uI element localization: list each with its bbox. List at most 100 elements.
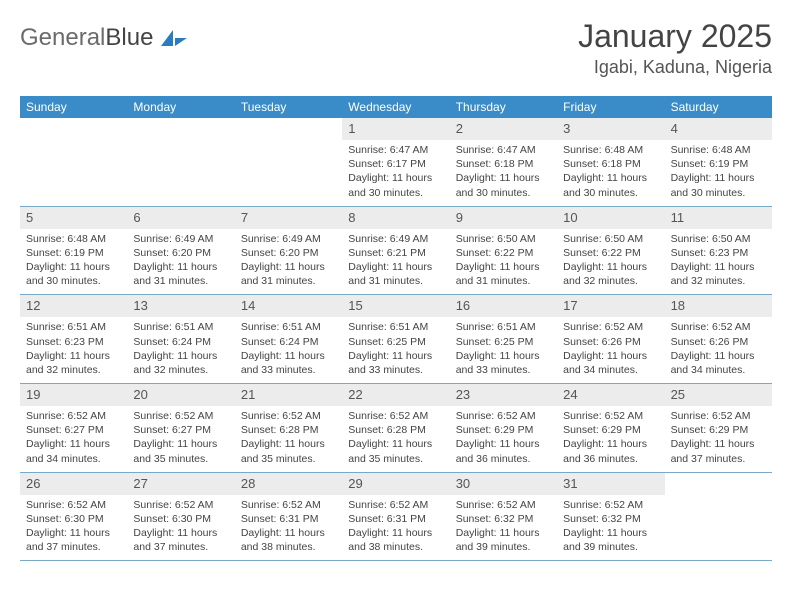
daynum-row bbox=[665, 473, 772, 495]
calendar-cell: 5 Sunrise: 6:48 AMSunset: 6:19 PMDaylight… bbox=[20, 207, 127, 296]
day-number: 21 bbox=[241, 387, 255, 402]
daynum-row: 11 bbox=[665, 207, 772, 229]
daylight-line: Daylight: 11 hours and 31 minutes. bbox=[133, 260, 228, 288]
daynum-row: 5 bbox=[20, 207, 127, 229]
weekday-header: Sunday bbox=[20, 96, 127, 118]
daynum-row: 23 bbox=[450, 384, 557, 406]
day-number: 19 bbox=[26, 387, 40, 402]
daylight-line: Daylight: 11 hours and 33 minutes. bbox=[241, 349, 336, 377]
daynum-row: 28 bbox=[235, 473, 342, 495]
daynum-row: 27 bbox=[127, 473, 234, 495]
sunset-line: Sunset: 6:31 PM bbox=[241, 512, 336, 526]
sunset-line: Sunset: 6:25 PM bbox=[456, 335, 551, 349]
daylight-line: Daylight: 11 hours and 37 minutes. bbox=[133, 526, 228, 554]
day-number: 17 bbox=[563, 298, 577, 313]
sunrise-line: Sunrise: 6:52 AM bbox=[563, 409, 658, 423]
daynum-row: 22 bbox=[342, 384, 449, 406]
sunrise-line: Sunrise: 6:49 AM bbox=[133, 232, 228, 246]
day-data: Sunrise: 6:47 AMSunset: 6:18 PMDaylight:… bbox=[450, 140, 557, 206]
weekday-row: SundayMondayTuesdayWednesdayThursdayFrid… bbox=[20, 96, 772, 118]
daynum-row: 24 bbox=[557, 384, 664, 406]
day-data: Sunrise: 6:48 AMSunset: 6:18 PMDaylight:… bbox=[557, 140, 664, 206]
calendar-cell: 9Sunrise: 6:50 AMSunset: 6:22 PMDaylight… bbox=[450, 207, 557, 296]
daylight-line: Daylight: 11 hours and 30 minutes. bbox=[26, 260, 121, 288]
day-data: Sunrise: 6:52 AMSunset: 6:32 PMDaylight:… bbox=[450, 495, 557, 561]
daynum-row: 12 bbox=[20, 295, 127, 317]
sunset-line: Sunset: 6:24 PM bbox=[133, 335, 228, 349]
sunrise-line: Sunrise: 6:52 AM bbox=[563, 498, 658, 512]
day-number: 20 bbox=[133, 387, 147, 402]
daylight-line: Daylight: 11 hours and 32 minutes. bbox=[563, 260, 658, 288]
calendar-grid: 1Sunrise: 6:47 AMSunset: 6:17 PMDaylight… bbox=[20, 118, 772, 561]
title-block: January 2025 Igabi, Kaduna, Nigeria bbox=[578, 18, 772, 78]
calendar-cell: 18Sunrise: 6:52 AMSunset: 6:26 PMDayligh… bbox=[665, 295, 772, 384]
daynum-row: 15 bbox=[342, 295, 449, 317]
weekday-header: Wednesday bbox=[342, 96, 449, 118]
day-number: 5 bbox=[26, 210, 33, 225]
calendar-cell: 10Sunrise: 6:50 AMSunset: 6:22 PMDayligh… bbox=[557, 207, 664, 296]
daynum-row: 30 bbox=[450, 473, 557, 495]
daylight-line: Daylight: 11 hours and 32 minutes. bbox=[671, 260, 766, 288]
sunset-line: Sunset: 6:23 PM bbox=[26, 335, 121, 349]
day-data: Sunrise: 6:52 AMSunset: 6:29 PMDaylight:… bbox=[665, 406, 772, 472]
weekday-header: Saturday bbox=[665, 96, 772, 118]
day-data: Sunrise: 6:47 AMSunset: 6:17 PMDaylight:… bbox=[342, 140, 449, 206]
sunset-line: Sunset: 6:23 PM bbox=[671, 246, 766, 260]
day-number: 27 bbox=[133, 476, 147, 491]
daylight-line: Daylight: 11 hours and 32 minutes. bbox=[26, 349, 121, 377]
brand-logo: GeneralBlue bbox=[20, 24, 189, 52]
day-data: Sunrise: 6:52 AMSunset: 6:31 PMDaylight:… bbox=[342, 495, 449, 561]
sunset-line: Sunset: 6:22 PM bbox=[456, 246, 551, 260]
sunrise-line: Sunrise: 6:52 AM bbox=[241, 498, 336, 512]
header-row: GeneralBlue January 2025 Igabi, Kaduna, … bbox=[20, 18, 772, 78]
sunset-line: Sunset: 6:28 PM bbox=[241, 423, 336, 437]
daylight-line: Daylight: 11 hours and 31 minutes. bbox=[348, 260, 443, 288]
sunset-line: Sunset: 6:28 PM bbox=[348, 423, 443, 437]
daylight-line: Daylight: 11 hours and 32 minutes. bbox=[133, 349, 228, 377]
calendar-cell: 26Sunrise: 6:52 AMSunset: 6:30 PMDayligh… bbox=[20, 473, 127, 562]
day-data: Sunrise: 6:52 AMSunset: 6:28 PMDaylight:… bbox=[235, 406, 342, 472]
calendar-cell: 29Sunrise: 6:52 AMSunset: 6:31 PMDayligh… bbox=[342, 473, 449, 562]
sunrise-line: Sunrise: 6:52 AM bbox=[671, 320, 766, 334]
calendar-cell: 28Sunrise: 6:52 AMSunset: 6:31 PMDayligh… bbox=[235, 473, 342, 562]
sunset-line: Sunset: 6:25 PM bbox=[348, 335, 443, 349]
calendar-cell: 14Sunrise: 6:51 AMSunset: 6:24 PMDayligh… bbox=[235, 295, 342, 384]
sunrise-line: Sunrise: 6:48 AM bbox=[26, 232, 121, 246]
daynum-row: 6 bbox=[127, 207, 234, 229]
daynum-row: 18 bbox=[665, 295, 772, 317]
daylight-line: Daylight: 11 hours and 39 minutes. bbox=[563, 526, 658, 554]
sunset-line: Sunset: 6:26 PM bbox=[563, 335, 658, 349]
calendar-cell bbox=[235, 118, 342, 207]
sunrise-line: Sunrise: 6:52 AM bbox=[348, 409, 443, 423]
sunrise-line: Sunrise: 6:51 AM bbox=[241, 320, 336, 334]
day-number: 24 bbox=[563, 387, 577, 402]
weekday-header: Thursday bbox=[450, 96, 557, 118]
daylight-line: Daylight: 11 hours and 33 minutes. bbox=[348, 349, 443, 377]
day-data: Sunrise: 6:49 AMSunset: 6:20 PMDaylight:… bbox=[235, 229, 342, 295]
calendar-cell: 20Sunrise: 6:52 AMSunset: 6:27 PMDayligh… bbox=[127, 384, 234, 473]
sunset-line: Sunset: 6:19 PM bbox=[26, 246, 121, 260]
daynum-row: 2 bbox=[450, 118, 557, 140]
sunrise-line: Sunrise: 6:52 AM bbox=[563, 320, 658, 334]
day-data: Sunrise: 6:51 AMSunset: 6:25 PMDaylight:… bbox=[450, 317, 557, 383]
daynum-row: 13 bbox=[127, 295, 234, 317]
sunset-line: Sunset: 6:17 PM bbox=[348, 157, 443, 171]
daynum-row: 20 bbox=[127, 384, 234, 406]
sunset-line: Sunset: 6:27 PM bbox=[133, 423, 228, 437]
sunset-line: Sunset: 6:29 PM bbox=[456, 423, 551, 437]
sunrise-line: Sunrise: 6:52 AM bbox=[456, 498, 551, 512]
sunrise-line: Sunrise: 6:49 AM bbox=[348, 232, 443, 246]
daynum-row: 9 bbox=[450, 207, 557, 229]
sunrise-line: Sunrise: 6:47 AM bbox=[348, 143, 443, 157]
day-data: Sunrise: 6:51 AMSunset: 6:24 PMDaylight:… bbox=[235, 317, 342, 383]
location: Igabi, Kaduna, Nigeria bbox=[578, 57, 772, 78]
sunset-line: Sunset: 6:29 PM bbox=[671, 423, 766, 437]
calendar-cell: 4Sunrise: 6:48 AMSunset: 6:19 PMDaylight… bbox=[665, 118, 772, 207]
daynum-row: 25 bbox=[665, 384, 772, 406]
daynum-row: 29 bbox=[342, 473, 449, 495]
sunrise-line: Sunrise: 6:48 AM bbox=[563, 143, 658, 157]
day-number: 16 bbox=[456, 298, 470, 313]
sail-icon bbox=[159, 28, 189, 48]
sunset-line: Sunset: 6:19 PM bbox=[671, 157, 766, 171]
day-number: 4 bbox=[671, 121, 678, 136]
